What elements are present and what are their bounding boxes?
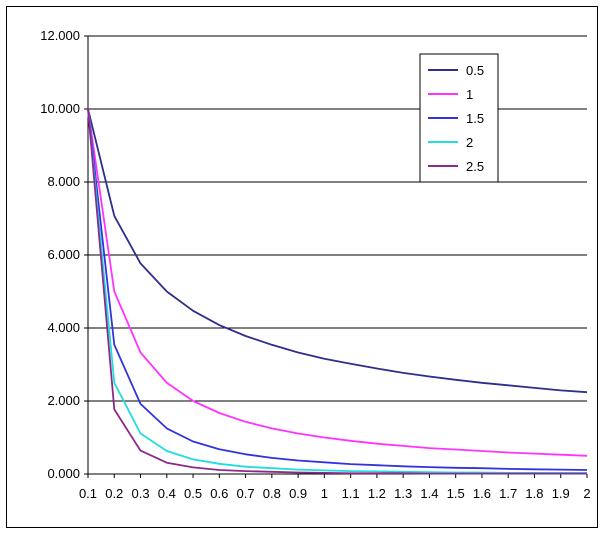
x-tick-label: 1.9 <box>552 486 570 501</box>
x-tick-label: 0.7 <box>237 486 255 501</box>
x-tick-label: 1.6 <box>473 486 491 501</box>
y-axis: 0.000 2.000 4.000 6.000 8.000 10.000 12.000 <box>40 28 89 481</box>
series-line <box>87 108 588 471</box>
legend-label: 2 <box>466 135 473 150</box>
x-tick-label: 0.3 <box>131 486 149 501</box>
x-tick-label: 1.2 <box>368 486 386 501</box>
series-line <box>87 108 587 475</box>
x-tick-label: 1.7 <box>499 486 517 501</box>
x-tick-label: 0.2 <box>105 486 123 501</box>
series-lines <box>87 108 588 475</box>
y-tick-label: 4.000 <box>47 320 80 335</box>
x-tick-label: 0.5 <box>184 486 202 501</box>
x-tick-label: 1.8 <box>525 486 543 501</box>
y-tick-label: 10.000 <box>40 101 80 116</box>
x-tick-label: 0.8 <box>263 486 281 501</box>
x-tick-label: 1.3 <box>394 486 412 501</box>
x-tick-label: 0.9 <box>289 486 307 501</box>
legend-label: 2.5 <box>466 159 484 174</box>
x-tick-label: 1.5 <box>447 486 465 501</box>
x-tick-label: 0.1 <box>79 486 97 501</box>
series-line <box>87 108 588 457</box>
series-line <box>87 108 588 394</box>
y-tick-label: 0.000 <box>47 466 80 481</box>
y-tick-label: 8.000 <box>47 174 80 189</box>
x-tick-label: 0.6 <box>210 486 228 501</box>
legend-label: 0.5 <box>466 63 484 78</box>
series-line <box>87 108 587 474</box>
legend: 0.5 1 1.5 2 2.5 <box>419 53 499 183</box>
x-tick-label: 2 <box>583 486 590 501</box>
y-tick-label: 6.000 <box>47 247 80 262</box>
x-tick-label: 1.1 <box>342 486 360 501</box>
y-tick-label: 12.000 <box>40 28 80 43</box>
legend-label: 1 <box>466 87 473 102</box>
x-tick-label: 1 <box>321 486 328 501</box>
x-tick-label: 0.4 <box>158 486 176 501</box>
legend-label: 1.5 <box>466 111 484 126</box>
x-axis: 0.1 0.2 0.3 0.4 0.5 0.6 0.7 0.8 0.9 1 1.1 1.2 1.3 1.4… <box>79 473 591 501</box>
chart-frame <box>6 6 598 528</box>
gridlines <box>88 35 587 475</box>
y-tick-label: 2.000 <box>47 393 80 408</box>
x-tick-label: 1.4 <box>420 486 438 501</box>
